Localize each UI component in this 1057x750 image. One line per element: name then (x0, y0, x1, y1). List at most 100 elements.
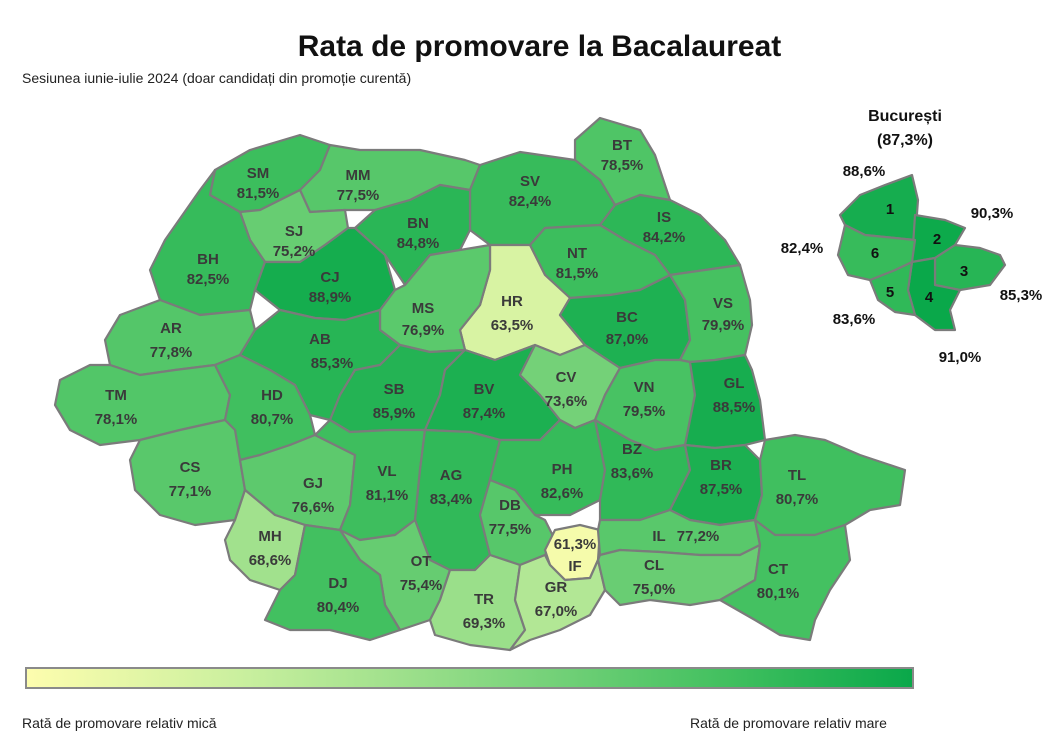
county-value-BT: 78,5% (601, 157, 644, 174)
county-value-IL: 77,2% (677, 528, 720, 545)
county-value-CJ: 88,9% (309, 289, 352, 306)
bucuresti-total: (87,3%) (877, 132, 933, 149)
legend-color-scale (25, 667, 914, 689)
sector-value-2: 90,3% (971, 205, 1014, 222)
county-code-IS: IS (657, 209, 671, 226)
bucuresti-name: București (868, 108, 942, 125)
county-value-IF: 61,3% (554, 536, 597, 553)
county-value-DJ: 80,4% (317, 599, 360, 616)
county-code-BN: BN (407, 215, 429, 232)
county-value-AG: 83,4% (430, 491, 473, 508)
sector-value-6: 82,4% (781, 240, 824, 257)
county-value-MM: 77,5% (337, 187, 380, 204)
county-value-BH: 82,5% (187, 271, 230, 288)
county-value-BV: 87,4% (463, 405, 506, 422)
county-shape-CT (718, 518, 852, 642)
county-code-GR: GR (545, 579, 568, 596)
sector-value-3: 85,3% (1000, 287, 1043, 304)
sector-number-4: 4 (925, 289, 934, 306)
county-code-SM: SM (247, 165, 270, 182)
sector-number-1: 1 (886, 201, 894, 218)
legend-high-label: Rată de promovare relativ mare (690, 715, 887, 731)
county-shape-GR (508, 553, 607, 652)
county-value-GJ: 76,6% (292, 499, 335, 516)
county-code-BZ: BZ (622, 441, 642, 458)
county-value-GL: 88,5% (713, 399, 756, 416)
county-code-BV: BV (474, 381, 495, 398)
sector-number-5: 5 (886, 284, 894, 301)
county-code-BT: BT (612, 137, 632, 154)
county-code-CL: CL (644, 557, 664, 574)
county-value-VS: 79,9% (702, 317, 745, 334)
county-code-CT: CT (768, 561, 788, 578)
county-value-BN: 84,8% (397, 235, 440, 252)
county-code-AB: AB (309, 331, 331, 348)
county-code-IL: IL (652, 528, 665, 545)
sector-value-4: 91,0% (939, 349, 982, 366)
county-value-SB: 85,9% (373, 405, 416, 422)
county-code-AG: AG (440, 467, 463, 484)
county-code-MH: MH (258, 528, 281, 545)
county-value-DB: 77,5% (489, 521, 532, 538)
sector-shape-6 (836, 223, 917, 282)
county-code-IF: IF (568, 558, 581, 575)
county-value-PH: 82,6% (541, 485, 584, 502)
county-value-SV: 82,4% (509, 193, 552, 210)
county-code-VL: VL (377, 463, 396, 480)
county-code-MS: MS (412, 300, 435, 317)
county-shape-DJ (263, 523, 402, 642)
county-value-SM: 81,5% (237, 185, 280, 202)
county-code-CJ: CJ (320, 269, 339, 286)
county-value-VL: 81,1% (366, 487, 409, 504)
county-code-SB: SB (384, 381, 405, 398)
county-value-IS: 84,2% (643, 229, 686, 246)
county-code-BR: BR (710, 457, 732, 474)
county-value-HD: 80,7% (251, 411, 294, 428)
county-value-CV: 73,6% (545, 393, 588, 410)
county-code-MM: MM (346, 167, 371, 184)
county-code-TR: TR (474, 591, 494, 608)
county-value-MS: 76,9% (402, 322, 445, 339)
county-value-OT: 75,4% (400, 577, 443, 594)
county-value-AR: 77,8% (150, 344, 193, 361)
county-value-SJ: 75,2% (273, 243, 316, 260)
map-title: Rata de promovare la Bacalaureat (297, 30, 782, 63)
county-value-MH: 68,6% (249, 552, 292, 569)
county-value-TL: 80,7% (776, 491, 819, 508)
bucuresti-inset: București (87,3%) 1 2 3 4 5 6 88,6% 90,3… (781, 108, 1043, 366)
county-value-VN: 79,5% (623, 403, 666, 420)
county-value-GR: 67,0% (535, 603, 578, 620)
county-code-GL: GL (724, 375, 745, 392)
county-value-TR: 69,3% (463, 615, 506, 632)
county-code-CS: CS (180, 459, 201, 476)
county-shape-GL (683, 353, 767, 450)
county-labels: SM 81,5% MM 77,5% BT 78,5% SV 82,4% SJ 7… (95, 137, 819, 632)
sector-number-6: 6 (871, 245, 879, 262)
county-code-CV: CV (556, 369, 577, 386)
county-value-CS: 77,1% (169, 483, 212, 500)
map-subtitle: Sesiunea iunie-iulie 2024 (doar candidaț… (22, 70, 412, 86)
county-value-BC: 87,0% (606, 331, 649, 348)
county-value-CL: 75,0% (633, 581, 676, 598)
county-code-SV: SV (520, 173, 540, 190)
county-value-BR: 87,5% (700, 481, 743, 498)
sector-number-3: 3 (960, 263, 968, 280)
county-value-NT: 81,5% (556, 265, 599, 282)
county-code-BH: BH (197, 251, 219, 268)
legend-low-label: Rată de promovare relativ mică (22, 715, 217, 731)
county-value-BZ: 83,6% (611, 465, 654, 482)
county-code-VS: VS (713, 295, 733, 312)
county-code-BC: BC (616, 309, 638, 326)
county-code-AR: AR (160, 320, 182, 337)
county-code-TM: TM (105, 387, 127, 404)
county-shapes (53, 116, 907, 652)
county-code-GJ: GJ (303, 475, 323, 492)
county-value-HR: 63,5% (491, 317, 534, 334)
county-value-CT: 80,1% (757, 585, 800, 602)
county-value-TM: 78,1% (95, 411, 138, 428)
county-code-NT: NT (567, 245, 587, 262)
county-code-TL: TL (788, 467, 806, 484)
county-code-HR: HR (501, 293, 523, 310)
county-shape-TL (753, 433, 907, 537)
county-code-SJ: SJ (285, 223, 303, 240)
